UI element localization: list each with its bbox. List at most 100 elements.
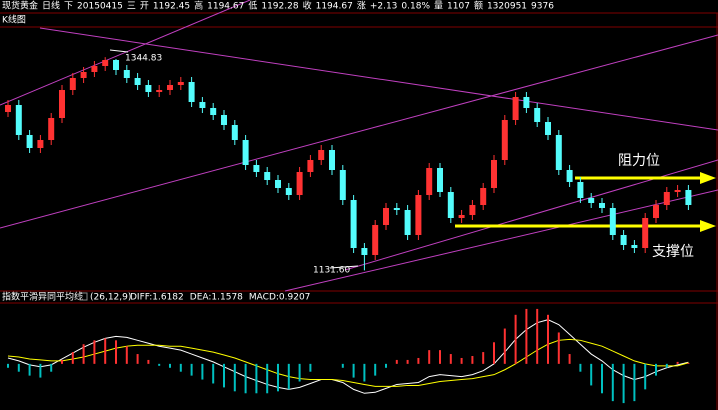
candle-body (663, 192, 670, 205)
candle-body (113, 60, 119, 70)
header-item: 1192.45 (153, 2, 190, 12)
candle-body (145, 85, 152, 92)
trendline (0, 34, 718, 229)
candle-body (156, 90, 163, 92)
header-item: 收 (303, 0, 312, 12)
panel-title: 指数平滑异同平均线 (2, 291, 83, 303)
marker-line (109, 49, 129, 53)
header-item: 现货黄金 (2, 0, 38, 12)
arrow-head (700, 172, 716, 184)
candle-body (545, 122, 551, 135)
support-arrow (455, 220, 716, 232)
candle-body (102, 60, 109, 66)
trendline (39, 27, 718, 131)
header-item: 高 (194, 0, 203, 12)
params: (26,12,9) (90, 293, 131, 303)
candle-body (231, 125, 238, 140)
candle-body (599, 203, 605, 208)
candle-body (426, 168, 433, 195)
candle-body (555, 135, 562, 170)
candle-body (372, 225, 379, 255)
header-item: 下 (64, 2, 73, 12)
legend-entry: MACD:0.9207 (249, 293, 311, 303)
candle-body (653, 205, 659, 218)
candle-body (631, 245, 638, 248)
candle-body (577, 182, 584, 198)
candle-body (447, 192, 454, 218)
header-item: 额 (474, 0, 483, 12)
annotation: 支撑位 (652, 244, 694, 260)
annotation: 1131.60 (313, 266, 350, 276)
candle-body (188, 82, 195, 102)
candle-body (296, 172, 303, 195)
macd-line (7, 338, 689, 387)
header-item: 1194.67 (316, 2, 353, 12)
candle-body (210, 108, 217, 115)
candle-body (318, 150, 325, 160)
trendlines (0, 0, 718, 292)
trendline (284, 189, 718, 292)
candle-body (264, 172, 271, 180)
candle-body (199, 102, 206, 108)
candle-body (242, 140, 249, 165)
candle-body (361, 248, 368, 255)
candle-body (307, 160, 314, 172)
candle-body (69, 78, 76, 90)
legend-entry: DEA:1.1578 (190, 293, 243, 303)
candle-body (275, 180, 281, 188)
candle-body (26, 135, 33, 148)
candle-body (534, 108, 541, 122)
header-item: 量 (434, 1, 443, 12)
marker-line (329, 265, 359, 269)
icon (79, 292, 88, 301)
candle-body (393, 208, 400, 210)
candle-body (609, 208, 616, 235)
candle-body (523, 97, 530, 108)
candle-body (285, 188, 292, 195)
candle-body (415, 195, 422, 235)
candle-body (437, 168, 443, 192)
header-item: 1107 (447, 2, 470, 12)
resistance-arrow (575, 172, 716, 184)
candle-body (350, 200, 357, 248)
candle-body (91, 66, 98, 72)
candle-body (134, 78, 141, 85)
candle-body (177, 82, 184, 85)
header-item: +2.13 (370, 2, 398, 12)
candle-body (253, 165, 260, 172)
legend-entry: DIFF:1.6182 (130, 293, 184, 303)
candle-body (221, 115, 227, 125)
candle-body (674, 190, 681, 192)
annotation: 阻力位 (618, 153, 660, 169)
candle-body (329, 150, 335, 170)
candle-body (469, 205, 476, 215)
trendline (0, 0, 251, 106)
candle-body (123, 70, 130, 78)
candle-body (48, 118, 55, 140)
header-item: 1320951 (487, 2, 527, 12)
header: 现货黄金 日线下 20150415 三开 1192.45 高 1194.67 低 1192.28… (2, 0, 554, 12)
candle-body (383, 208, 389, 225)
header-item: 日线 (42, 0, 60, 12)
candle-body (685, 190, 692, 205)
header-item: 20150415 (77, 2, 123, 12)
annotation: 1344.83 (125, 54, 162, 64)
header-item: 1194.67 (207, 2, 244, 12)
candle-body (512, 97, 519, 120)
candle-body (588, 198, 595, 203)
candle-body (167, 85, 173, 90)
candle-body (339, 170, 346, 200)
candle-body (480, 188, 487, 205)
candle-body (80, 72, 87, 78)
header-item: 9376 (531, 2, 554, 12)
header-item: 三 (127, 2, 136, 12)
candle-body (620, 235, 627, 245)
header-item: 1192.28 (261, 2, 298, 12)
candle-body (566, 170, 573, 182)
candle-body (458, 215, 465, 218)
candle-body (642, 218, 649, 248)
candle-body (501, 120, 508, 160)
header-item: 0.18% (401, 2, 430, 12)
